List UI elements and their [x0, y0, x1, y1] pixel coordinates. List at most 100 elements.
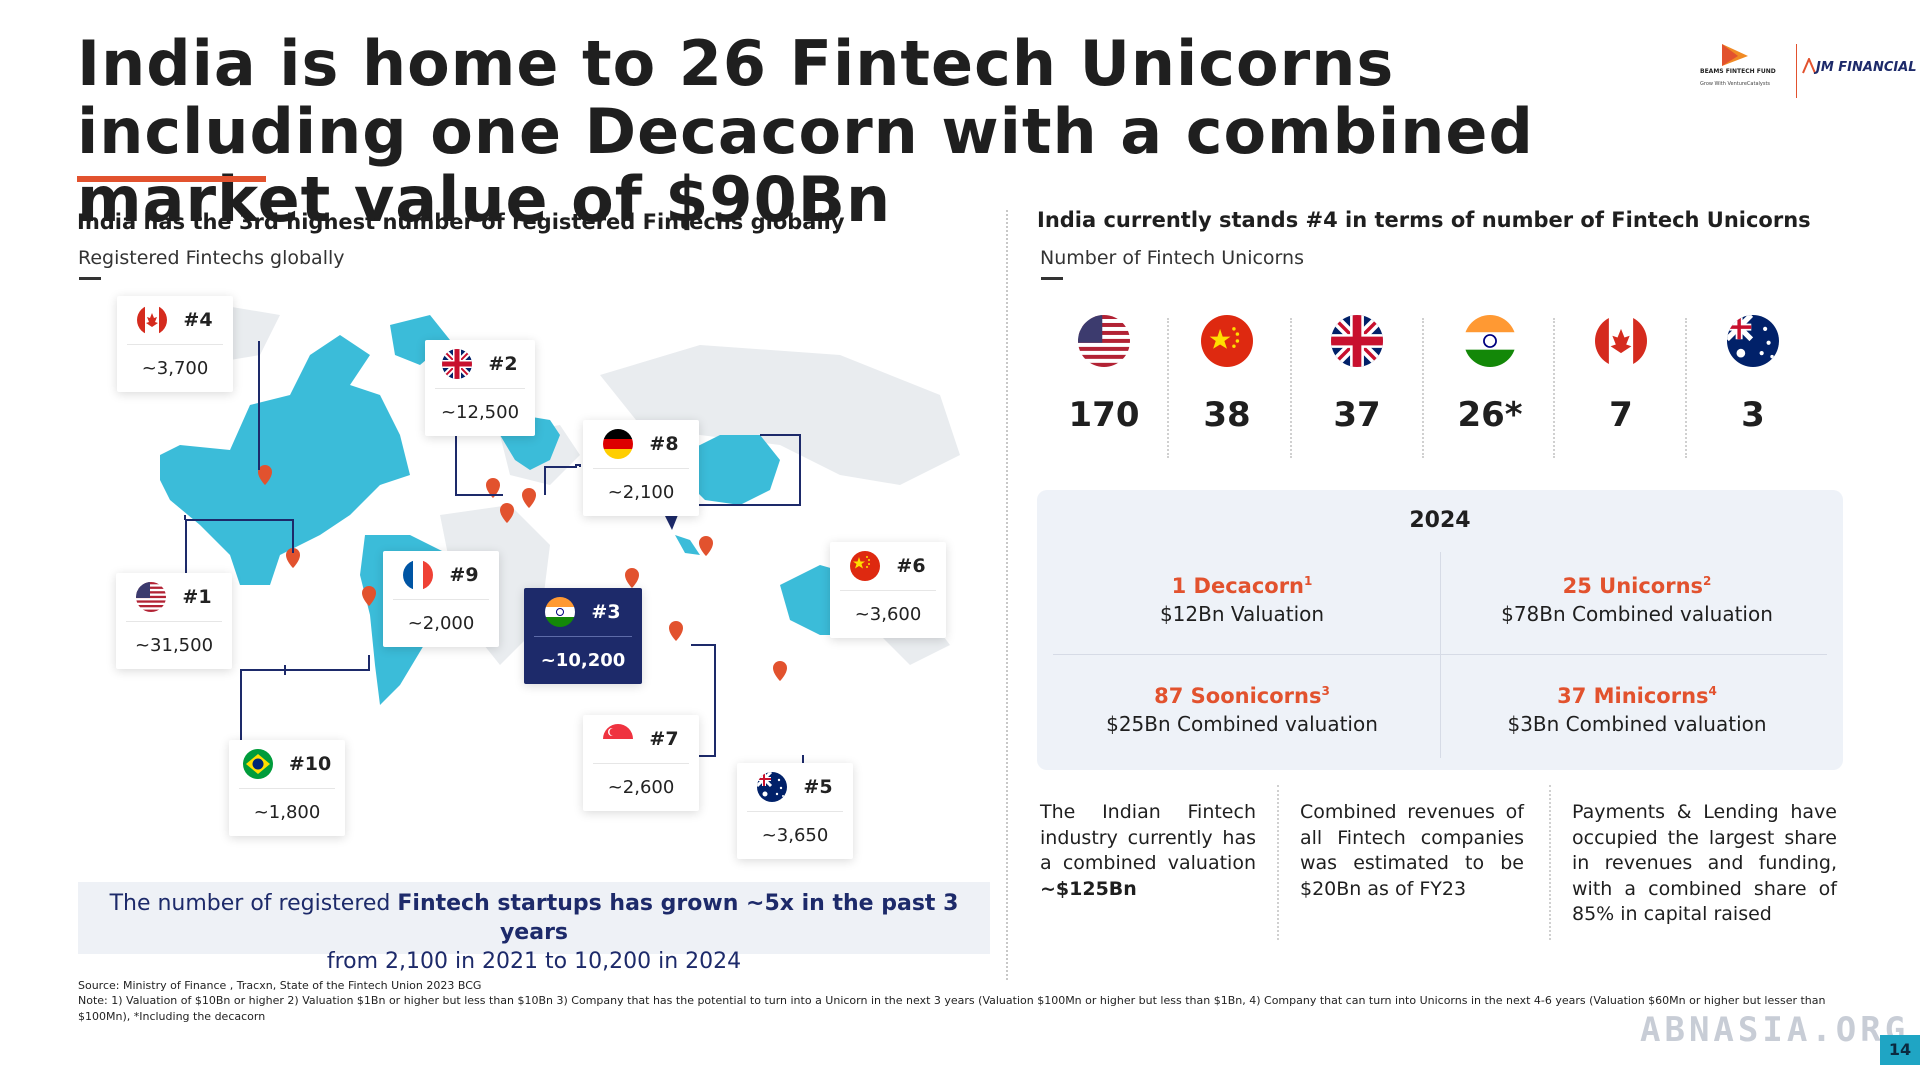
location-pins [258, 465, 787, 681]
stat-footnote: 1 [1304, 574, 1313, 588]
uk-flag-icon [442, 349, 473, 379]
para-text: The Indian Fintech industry currently ha… [1040, 801, 1256, 874]
para-separator [1549, 785, 1551, 940]
stat-sub: $25Bn Combined valuation [1106, 712, 1378, 736]
stat-footnote: 3 [1321, 684, 1330, 698]
page-number: 14 [1880, 1035, 1920, 1065]
jm-logo-icon [1802, 58, 1816, 74]
card-rank: #7 [649, 728, 679, 750]
india-flag-icon [545, 597, 576, 627]
footer-note: Note: 1) Valuation of $10Bn or higher 2)… [78, 994, 1826, 1023]
canada-flag-icon [137, 305, 168, 335]
unicorn-count: 37 [1333, 395, 1381, 435]
card-value: ~3,700 [141, 357, 209, 379]
unicorn-count: 3 [1741, 395, 1765, 435]
pin-australia [773, 661, 787, 681]
footer-source: Source: Ministry of Finance , Tracxn, St… [78, 979, 482, 992]
card-rank: #1 [182, 586, 212, 608]
card-value: ~3,650 [761, 824, 829, 846]
map-card-singapore: #7 ~2,600 [583, 715, 699, 811]
germany-flag-icon [603, 429, 634, 459]
card-rank: #5 [803, 776, 833, 798]
unicorn-count: 38 [1203, 395, 1251, 435]
card-value: ~10,200 [540, 649, 626, 671]
map-card-china: #6 ~3,600 [830, 542, 946, 638]
callout-line2: from 2,100 in 2021 to 10,200 in 2024 [326, 949, 742, 974]
stat-head: 37 Minicorns [1557, 684, 1709, 708]
section-divider [1006, 210, 1008, 980]
unicorn-count-india: 26* [1426, 315, 1554, 455]
stat-soonicorns: 87 Soonicorns3 $25Bn Combined valuation [1067, 684, 1417, 736]
stat-sub: $78Bn Combined valuation [1501, 602, 1773, 626]
pin-uk [486, 478, 500, 498]
card-value: ~3,600 [854, 603, 922, 625]
pin-brazil [362, 586, 376, 606]
unicorn-count: 170 [1068, 395, 1140, 435]
pin-us [286, 548, 300, 568]
right-heading: India currently stands #4 in terms of nu… [1037, 208, 1811, 232]
uk-flag-icon [1331, 315, 1383, 367]
card-value: ~31,500 [134, 634, 214, 656]
unicorn-separator [1553, 318, 1555, 458]
pin-singapore [669, 621, 683, 641]
unicorn-count-australia: 3 [1689, 315, 1817, 455]
card-value: ~12,500 [440, 401, 520, 423]
pin-india [625, 568, 639, 588]
beams-logo-sub: Grow With VentureCatalysts [1700, 81, 1771, 87]
map-card-germany: #8 ~2,100 [583, 420, 699, 516]
china-flag-icon [850, 551, 881, 581]
singapore-flag-icon [603, 724, 634, 754]
china-shape [680, 435, 780, 505]
map-card-france: #9 ~2,000 [383, 551, 499, 647]
card-rank: #3 [591, 601, 621, 623]
australia-flag-icon [1727, 315, 1779, 367]
right-subheading: Number of Fintech Unicorns [1040, 247, 1304, 269]
stat-sub: $3Bn Combined valuation [1507, 712, 1767, 736]
jm-logo-text: JM FINANCIAL [1816, 60, 1917, 75]
pin-china [699, 536, 713, 556]
stat-sub: $12Bn Valuation [1159, 602, 1325, 626]
para-valuation: The Indian Fintech industry currently ha… [1040, 800, 1256, 902]
card-value: ~2,100 [607, 481, 675, 503]
unicorn-separator [1422, 318, 1424, 458]
stat-head: 25 Unicorns [1562, 574, 1704, 598]
page-title: India is home to 26 Fintech Unicorns inc… [77, 27, 1534, 236]
card-value: ~2,000 [407, 612, 475, 634]
north-america-shape [160, 335, 410, 585]
pin-france [500, 503, 514, 523]
logos: BEAMS FINTECH FUND Grow With VentureCata… [1690, 38, 1917, 100]
stat-head: 1 Decacorn [1171, 574, 1305, 598]
map-card-canada: #4 ~3,700 [117, 296, 233, 392]
france-flag-icon [403, 560, 434, 590]
card-rank: #4 [183, 309, 213, 331]
brazil-flag-icon [242, 749, 273, 779]
callout-bold: Fintech startups has grown ~5x in the pa… [397, 891, 959, 945]
callout-text: The number of registered [109, 891, 398, 916]
card-value: ~1,800 [253, 801, 321, 823]
unicorn-count: 7 [1609, 395, 1633, 435]
left-sub-dash [79, 277, 101, 280]
para-payments: Payments & Lending have occupied the lar… [1572, 801, 1837, 925]
stat-minicorns: 37 Minicorns4 $3Bn Combined valuation [1462, 684, 1812, 736]
para-bold: ~$125Bn [1040, 877, 1137, 900]
right-sub-dash [1041, 277, 1063, 280]
card-rank: #9 [449, 564, 479, 586]
map-card-us: #1 ~31,500 [116, 573, 232, 669]
card-rank: #8 [649, 433, 679, 455]
us-flag-icon [136, 582, 167, 612]
unicorn-separator [1290, 318, 1292, 458]
map-card-india: #3 ~10,200 [524, 588, 642, 684]
map-card-uk: #2 ~12,500 [425, 340, 535, 436]
china-flag-icon [1201, 315, 1253, 367]
us-flag-icon [1078, 315, 1130, 367]
para-separator [1277, 785, 1279, 940]
india-flag-icon [1464, 315, 1516, 367]
unicorn-count-canada: 7 [1557, 315, 1685, 455]
beams-logo-icon [1722, 44, 1748, 66]
unicorn-count: 26* [1457, 395, 1523, 435]
unicorn-separator [1685, 318, 1687, 458]
stat-unicorns: 25 Unicorns2 $78Bn Combined valuation [1462, 574, 1812, 626]
card-rank: #10 [288, 753, 332, 775]
stat-footnote: 2 [1703, 574, 1712, 588]
stat-decacorn: 1 Decacorn1 $12Bn Valuation [1067, 574, 1417, 626]
